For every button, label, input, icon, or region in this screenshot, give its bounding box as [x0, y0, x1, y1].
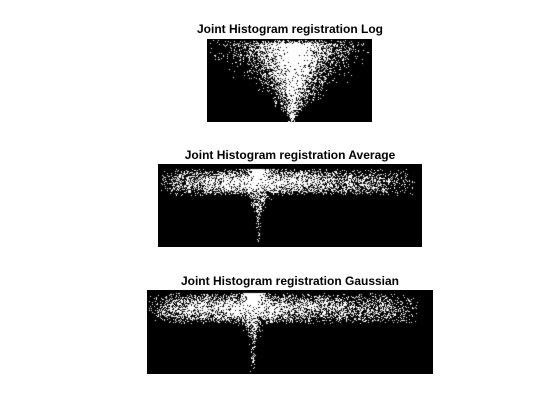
joint-histogram-average — [158, 164, 422, 247]
joint-histogram-gaussian — [147, 290, 433, 374]
chart-title-average: Joint Histogram registration Average — [184, 148, 396, 162]
joint-histogram-log — [207, 39, 372, 122]
chart-title-gaussian: Joint Histogram registration Gaussian — [180, 274, 400, 288]
chart-title-log: Joint Histogram registration Log — [196, 22, 383, 36]
